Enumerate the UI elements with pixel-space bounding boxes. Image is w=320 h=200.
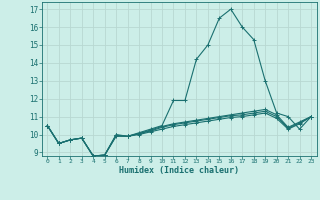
X-axis label: Humidex (Indice chaleur): Humidex (Indice chaleur) — [119, 166, 239, 175]
